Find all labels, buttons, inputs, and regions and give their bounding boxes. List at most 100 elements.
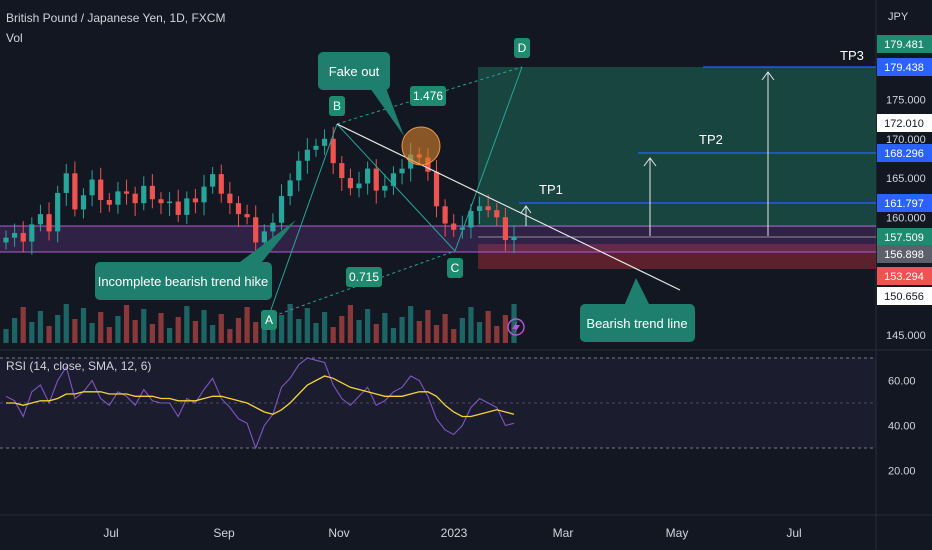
time-axis[interactable]: Jul Sep Nov 2023 Mar May Jul — [103, 526, 801, 540]
volume-bar — [20, 307, 26, 343]
candle-body — [304, 149, 310, 161]
candle-body — [201, 186, 207, 203]
price-badge: 179.438 — [877, 58, 932, 76]
volume-bar — [442, 314, 448, 343]
candle-body — [55, 192, 61, 232]
rsi-line — [5, 357, 515, 450]
point-label-b: B — [329, 96, 345, 116]
point-label-a: A — [261, 310, 277, 330]
price-tick-label: 170.000 — [886, 134, 926, 146]
price-badge-bg — [877, 58, 932, 76]
candle-body — [425, 157, 431, 172]
price-badge-value: 153.294 — [884, 271, 924, 283]
price-badge-bg — [877, 144, 932, 162]
price-badge-bg — [877, 35, 932, 53]
candle-body — [37, 214, 44, 225]
tp2-label: TP2 — [699, 132, 723, 147]
candle-body — [356, 183, 362, 189]
volume-bar — [287, 304, 293, 343]
volume-bar — [365, 309, 371, 343]
candle-body — [12, 232, 18, 238]
tp2-arrowhead — [643, 157, 657, 167]
candle-body — [330, 138, 336, 164]
volume-bar — [313, 323, 319, 343]
volume-bar — [201, 310, 207, 343]
volume-bar — [63, 304, 69, 343]
volume-bar — [192, 321, 199, 343]
pattern-line-cd — [454, 66, 523, 252]
volume-bar — [304, 308, 310, 343]
candle-body — [175, 201, 181, 215]
volume-bar — [123, 305, 130, 343]
volume-bar — [339, 316, 345, 343]
volume-label[interactable]: Vol — [6, 31, 23, 45]
volume-bar — [115, 316, 121, 343]
callout-incomplete: Incomplete bearish trend hike — [95, 220, 296, 300]
candle-body — [278, 196, 285, 223]
rsi-axis[interactable]: 60.00 40.00 20.00 — [888, 376, 916, 478]
volume-bar — [210, 325, 216, 343]
volume-bar — [37, 311, 44, 343]
candle-body — [494, 210, 500, 218]
candle-body — [373, 168, 379, 191]
price-tick-label: 175.000 — [886, 95, 926, 107]
callout-bearish-line: Bearish trend line — [580, 278, 695, 342]
volume-bar — [29, 322, 35, 343]
time-tick-label: Sep — [213, 526, 235, 540]
candle-body — [80, 195, 87, 210]
svg-text:Fake out: Fake out — [329, 64, 380, 79]
volume-bar — [46, 326, 52, 343]
volume-bar — [451, 329, 457, 343]
time-tick-label: Nov — [328, 526, 349, 540]
candle-body — [123, 191, 130, 194]
volume-bar — [416, 321, 422, 343]
volume-bar — [80, 308, 87, 343]
candle-body — [347, 178, 354, 189]
svg-text:D: D — [518, 41, 527, 55]
price-badge-bg — [877, 114, 932, 132]
price-badge: 172.010 — [877, 114, 932, 132]
price-badge: 168.296 — [877, 144, 932, 162]
svg-text:0.715: 0.715 — [349, 270, 379, 284]
candle-body — [451, 223, 457, 230]
candle-body — [63, 173, 69, 193]
pattern-line-bc — [336, 123, 456, 252]
candle-body — [399, 168, 405, 174]
rsi-label[interactable]: RSI (14, close, SMA, 12, 6) — [6, 359, 151, 373]
volume-bar — [106, 327, 112, 343]
stop-zone — [478, 244, 876, 269]
candle-body — [72, 173, 78, 210]
volume-bar — [72, 319, 78, 343]
price-tick-label: 145.000 — [886, 330, 926, 342]
volume-bar — [175, 317, 181, 343]
candle-body — [390, 173, 397, 186]
volume-bar — [244, 307, 250, 343]
price-axis[interactable]: 175.000 170.000 165.000 160.000 145.000 — [886, 95, 926, 342]
ratio-label-bd: 1.476 — [410, 86, 446, 106]
price-badge-bg — [877, 228, 932, 246]
price-badge: 153.294 — [877, 267, 932, 285]
candle-body — [296, 160, 302, 181]
symbol-title[interactable]: British Pound / Japanese Yen, 1D, FXCM — [6, 11, 225, 25]
volume-bar — [270, 326, 276, 343]
candle-body — [468, 210, 474, 228]
price-badge: 161.797 — [877, 194, 932, 212]
volume-bar — [227, 329, 233, 343]
candle-body — [132, 193, 138, 204]
candle-body — [98, 179, 104, 200]
volume-bar — [296, 319, 302, 343]
volume-bar — [12, 318, 18, 343]
candle-body — [313, 145, 319, 150]
price-badge: 179.481 — [877, 35, 932, 53]
time-tick-label: Mar — [553, 526, 574, 540]
volume-bar — [55, 315, 61, 343]
volume-bar — [218, 314, 224, 343]
currency-label[interactable]: JPY — [888, 11, 909, 23]
volume-bar — [321, 312, 328, 343]
tp3-arrowhead — [761, 71, 775, 81]
price-tick-label: 160.000 — [886, 212, 926, 224]
price-badge-value: 168.296 — [884, 148, 924, 160]
lightning-icon[interactable] — [507, 318, 525, 336]
candle-body — [166, 201, 173, 204]
